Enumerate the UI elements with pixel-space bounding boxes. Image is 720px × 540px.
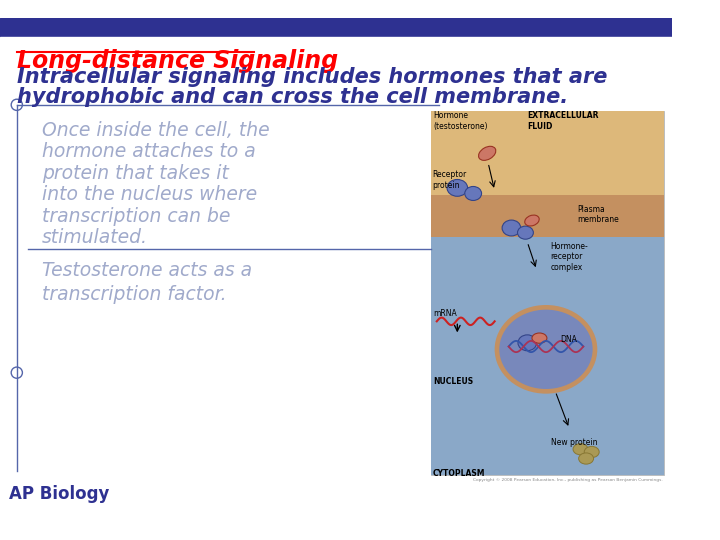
Ellipse shape <box>584 447 599 457</box>
Ellipse shape <box>573 443 588 455</box>
Text: mRNA: mRNA <box>433 309 456 318</box>
Bar <box>431 238 665 475</box>
Ellipse shape <box>499 309 593 389</box>
Text: hydrophobic and can cross the cell membrane.: hydrophobic and can cross the cell membr… <box>17 87 568 107</box>
Text: Plasma
membrane: Plasma membrane <box>577 205 618 224</box>
Ellipse shape <box>447 179 467 196</box>
Ellipse shape <box>525 215 539 226</box>
Bar <box>431 111 665 475</box>
Text: Copyright © 2008 Pearson Education, Inc., publishing as Pearson Benjamin Cumming: Copyright © 2008 Pearson Education, Inc.… <box>473 478 662 482</box>
Text: protein that takes it: protein that takes it <box>42 164 229 183</box>
Circle shape <box>433 367 444 378</box>
Text: Intracellular signaling includes hormones that are: Intracellular signaling includes hormone… <box>17 66 607 86</box>
Text: NUCLEUS: NUCLEUS <box>433 377 473 386</box>
Ellipse shape <box>518 335 536 350</box>
Circle shape <box>12 99 22 110</box>
Text: hormone attaches to a: hormone attaches to a <box>42 142 256 161</box>
Ellipse shape <box>465 186 482 200</box>
Text: Testosterone acts as a: Testosterone acts as a <box>42 261 252 280</box>
Text: Long-distance Signaling: Long-distance Signaling <box>17 49 338 73</box>
Ellipse shape <box>495 305 598 394</box>
Text: EXTRACELLULAR
FLUID: EXTRACELLULAR FLUID <box>527 111 599 131</box>
Ellipse shape <box>479 146 496 160</box>
Text: Receptor
protein: Receptor protein <box>432 170 467 190</box>
Text: DNA: DNA <box>560 335 577 345</box>
Text: AP Biology: AP Biology <box>9 485 109 503</box>
Circle shape <box>12 367 22 378</box>
Ellipse shape <box>518 226 534 239</box>
Bar <box>431 111 665 205</box>
Text: into the nucleus where: into the nucleus where <box>42 185 257 204</box>
Text: Once inside the cell, the: Once inside the cell, the <box>42 120 269 140</box>
Ellipse shape <box>502 220 521 236</box>
Text: transcription factor.: transcription factor. <box>42 285 227 304</box>
Text: Hormone-
receptor
complex: Hormone- receptor complex <box>551 242 588 272</box>
Text: stimulated.: stimulated. <box>42 228 148 247</box>
Ellipse shape <box>532 333 547 343</box>
Text: CYTOPLASM: CYTOPLASM <box>433 469 485 478</box>
Text: New protein: New protein <box>551 438 597 447</box>
Ellipse shape <box>579 453 593 464</box>
Text: Hormone
(testosterone): Hormone (testosterone) <box>433 111 487 131</box>
Text: transcription can be: transcription can be <box>42 206 230 226</box>
Bar <box>0 18 672 37</box>
Bar <box>431 195 665 247</box>
